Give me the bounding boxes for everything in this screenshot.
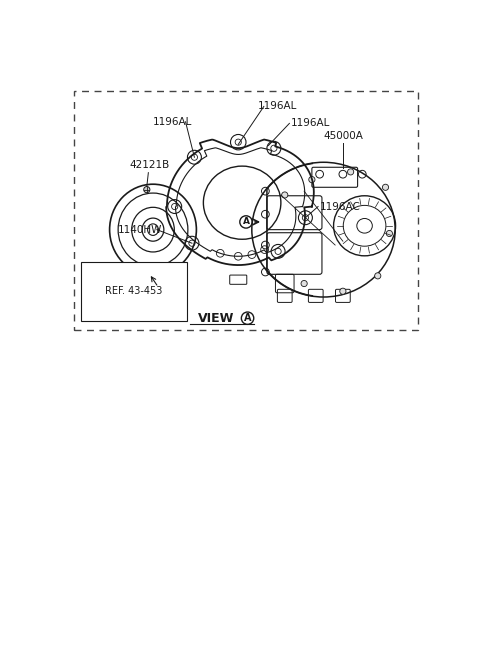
Circle shape <box>301 281 307 287</box>
Text: 1140HW: 1140HW <box>118 224 163 235</box>
Circle shape <box>144 186 150 193</box>
Circle shape <box>375 273 381 279</box>
Text: 1196AL: 1196AL <box>258 102 297 112</box>
Circle shape <box>383 184 389 190</box>
Circle shape <box>282 192 288 198</box>
Text: 1196AL: 1196AL <box>291 118 330 129</box>
Circle shape <box>348 169 354 175</box>
Bar <box>74 91 418 330</box>
Text: 45000A: 45000A <box>323 131 363 141</box>
Text: 1196AL: 1196AL <box>153 117 192 127</box>
Text: REF. 43-453: REF. 43-453 <box>105 286 162 297</box>
Text: VIEW: VIEW <box>198 312 234 325</box>
Circle shape <box>386 230 393 237</box>
Text: 42121B: 42121B <box>129 159 169 170</box>
Text: 1196AC: 1196AC <box>320 201 360 211</box>
Circle shape <box>309 176 315 182</box>
Text: A: A <box>244 313 252 323</box>
Text: A: A <box>242 217 250 226</box>
Circle shape <box>340 288 346 295</box>
